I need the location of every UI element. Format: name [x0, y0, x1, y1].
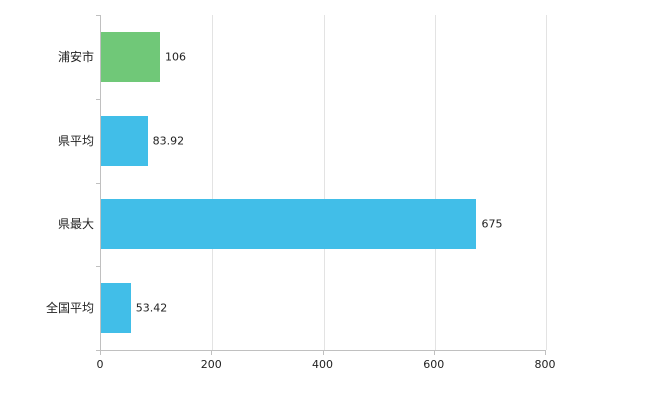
- y-axis-tick: [96, 98, 100, 100]
- y-axis-tick: [96, 182, 100, 184]
- x-axis-tick: [322, 351, 324, 355]
- value-label: 53.42: [135, 301, 168, 315]
- gridline: [546, 15, 547, 350]
- value-label: 106: [164, 50, 186, 64]
- y-axis-tick: [96, 266, 100, 268]
- bar-1: 83.92: [101, 115, 184, 166]
- y-axis-tick: [96, 15, 100, 16]
- x-axis-label: 600: [423, 358, 445, 371]
- gridline: [212, 15, 214, 350]
- x-axis-tick: [100, 351, 101, 355]
- bar-0: 106: [101, 31, 186, 82]
- plot-area: 106 83.92 675 53.42: [100, 15, 547, 351]
- x-axis-tick: [433, 351, 435, 355]
- bar-2: 675: [101, 199, 502, 250]
- category-label: 県平均: [57, 133, 94, 148]
- y-axis-tick: [96, 350, 100, 351]
- x-axis-label: 400: [312, 358, 333, 371]
- value-label: 83.92: [152, 134, 185, 148]
- x-axis-tick: [545, 351, 546, 355]
- x-axis-tick: [211, 351, 213, 355]
- value-label: 675: [481, 217, 503, 231]
- x-axis-label: 200: [200, 358, 222, 371]
- category-label: 浦安市: [57, 49, 94, 64]
- category-label: 全国平均: [45, 301, 94, 316]
- bar-3: 53.42: [101, 283, 167, 334]
- gridline: [323, 15, 325, 350]
- gridline: [434, 15, 436, 350]
- x-axis-label: 800: [534, 358, 556, 371]
- category-label: 県最大: [57, 217, 94, 232]
- x-axis-label: 0: [96, 358, 104, 371]
